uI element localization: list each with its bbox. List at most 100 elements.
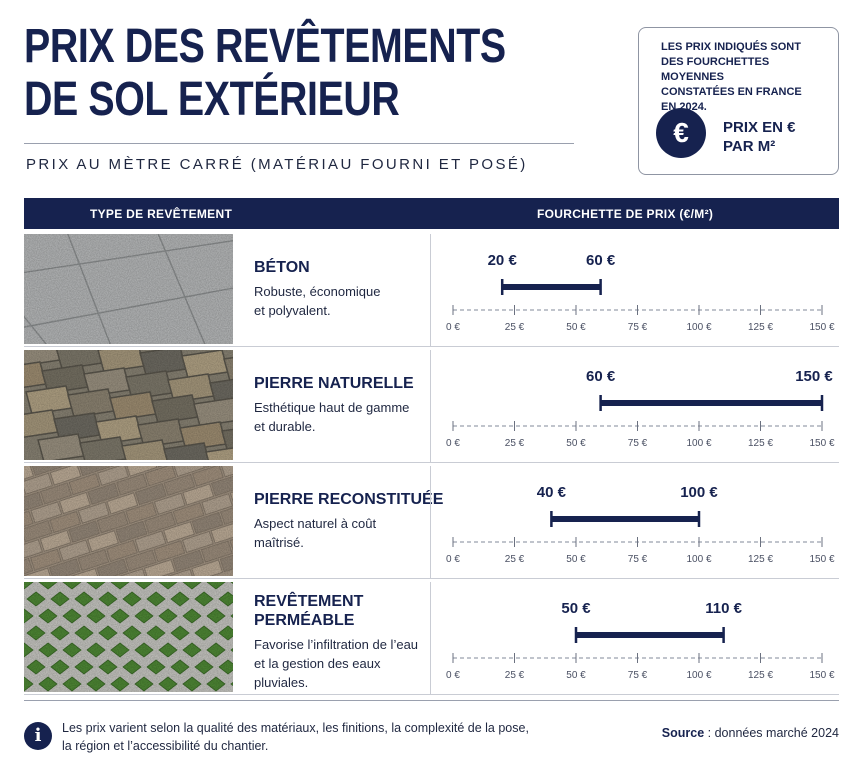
table-header: TYPE DE REVÊTEMENT FOURCHETTE DE PRIX (€… [24, 198, 839, 229]
material-name-line-1: PIERRE RECONSTITUÉE [254, 491, 444, 508]
tick-label: 0 € [446, 322, 460, 333]
description-line-1: Esthétique haut de gamme [254, 400, 410, 415]
tick-label: 0 € [446, 670, 460, 681]
description-line-2: et durable. [254, 419, 316, 434]
material-name-line-1: REVÊTEMENT [254, 593, 364, 610]
title-line-2: DE SOL EXTÉRIEUR [24, 73, 400, 126]
tick-label: 150 € [809, 554, 834, 565]
column-divider [430, 234, 431, 346]
table-row: REVÊTEMENT PERMÉABLE Favorise l’infiltrati… [24, 578, 839, 694]
tick-label: 100 € [686, 438, 711, 449]
tick-label: 25 € [505, 554, 525, 565]
texture-concrete [24, 234, 233, 344]
material-photo-concrete [24, 234, 233, 344]
row-divider [24, 462, 839, 463]
tick-label: 50 € [566, 670, 586, 681]
range-min-label: 40 € [537, 484, 567, 501]
tick-label: 25 € [505, 670, 525, 681]
footer-divider [24, 700, 839, 701]
tick-label: 150 € [809, 438, 834, 449]
material-name-line-2: PERMÉABLE [254, 612, 355, 629]
column-divider [430, 350, 431, 462]
material-description: Favorise l’infiltration de l’eau et la ge… [254, 635, 429, 692]
tick-label: 75 € [628, 322, 648, 333]
info-line-3: CONSTATÉES EN FRANCE [661, 86, 802, 98]
description-line-1: Favorise l’infiltration de l’eau [254, 637, 419, 652]
range-max-label: 100 € [680, 484, 718, 501]
tick-label: 0 € [446, 554, 460, 565]
source-label: Source [661, 726, 705, 740]
table-row: PIERRE NATURELLE Esthétique haut de gamme… [24, 346, 839, 462]
tick-label: 75 € [628, 438, 648, 449]
row-divider [24, 346, 839, 347]
material-name: BÉTON [254, 258, 310, 277]
tick-label: 125 € [748, 438, 773, 449]
description-line-1: Robuste, économique [254, 284, 381, 299]
range-min-label: 20 € [488, 252, 518, 269]
tick-label: 50 € [566, 554, 586, 565]
description-line-2: et polyvalent. [254, 303, 331, 318]
column-divider [430, 582, 431, 694]
price-range-chart: 0 € 25 € 50 € 75 € 100 € 125 € 150 € 50 € 110 € [446, 600, 835, 681]
tick-label: 75 € [628, 670, 648, 681]
description-line-2: maîtrisé. [254, 535, 304, 550]
range-max-label: 150 € [795, 368, 833, 385]
material-photo-permeable-grass [24, 582, 233, 692]
material-name-line-1: PIERRE NATURELLE [254, 375, 414, 392]
tick-label: 25 € [505, 438, 525, 449]
tick-label: 150 € [809, 322, 834, 333]
header-type-column: TYPE DE REVÊTEMENT [90, 207, 233, 221]
range-min-label: 50 € [561, 600, 591, 617]
price-range-chart: 0 € 25 € 50 € 75 € 100 € 125 € 150 € 20 € 60 € [446, 252, 835, 333]
price-unit-label: PRIX EN € PAR M² [723, 118, 796, 156]
tick-label: 125 € [748, 670, 773, 681]
info-line-2: DES FOURCHETTES MOYENNES [661, 56, 770, 83]
title-divider [24, 143, 574, 144]
range-max-label: 60 € [586, 252, 616, 269]
tick-label: 125 € [748, 322, 773, 333]
tick-label: 0 € [446, 438, 460, 449]
page-title: PRIX DES REVÊTEMENTS DE SOL EXTÉRIEUR [24, 20, 516, 126]
tick-label: 100 € [686, 554, 711, 565]
table-row: BÉTON Robuste, économique et polyvalent. [24, 230, 839, 346]
price-range-chart: 0 € 25 € 50 € 75 € 100 € 125 € 150 € 40 € 100 € [446, 484, 835, 565]
tick-label: 50 € [566, 322, 586, 333]
material-photo-natural-stone [24, 350, 233, 460]
column-divider [430, 466, 431, 578]
texture-reconstituted-stone [24, 466, 233, 576]
subtitle: PRIX AU MÈTRE CARRÉ (MATÉRIAU FOURNI ET … [26, 156, 528, 173]
description-line-1: Aspect naturel à coût [254, 516, 377, 531]
source-text: : données marché 2024 [704, 726, 839, 740]
footer-note-line-2: la région et l’accessibilité du chantier… [62, 739, 269, 753]
material-name: PIERRE NATURELLE [254, 374, 414, 393]
tick-label: 75 € [628, 554, 648, 565]
range-max-label: 110 € [705, 600, 742, 617]
material-description: Esthétique haut de gamme et durable. [254, 398, 429, 436]
price-unit-line-2: PAR M² [723, 138, 776, 155]
row-divider [24, 578, 839, 579]
euro-icon: € [656, 108, 706, 158]
material-name: PIERRE RECONSTITUÉE [254, 490, 443, 509]
tick-label: 50 € [566, 438, 586, 449]
source-credit: Source : données marché 2024 [662, 726, 839, 740]
tick-label: 25 € [505, 322, 525, 333]
info-box-text: LES PRIX INDIQUÉS SONT DES FOURCHETTES M… [661, 40, 831, 115]
texture-permeable-grass [24, 582, 233, 692]
texture-natural-stone [24, 350, 233, 460]
info-icon: i [24, 722, 52, 750]
description-line-3: pluviales. [254, 675, 309, 690]
title-line-1: PRIX DES REVÊTEMENTS [24, 20, 506, 73]
material-name: REVÊTEMENT PERMÉABLE [254, 592, 363, 630]
range-min-label: 60 € [586, 368, 616, 385]
material-name-line-1: BÉTON [254, 259, 310, 276]
tick-label: 100 € [686, 670, 711, 681]
tick-label: 100 € [686, 322, 711, 333]
material-description: Robuste, économique et polyvalent. [254, 282, 429, 320]
table-row: PIERRE RECONSTITUÉE Aspect naturel à coût… [24, 462, 839, 578]
tick-label: 125 € [748, 554, 773, 565]
info-box: LES PRIX INDIQUÉS SONT DES FOURCHETTES M… [638, 27, 839, 175]
tick-label: 150 € [809, 670, 834, 681]
price-range-chart: 0 € 25 € 50 € 75 € 100 € 125 € 150 € 60 € 150 € [446, 368, 835, 449]
footer-note: Les prix varient selon la qualité des ma… [62, 719, 562, 755]
material-description: Aspect naturel à coût maîtrisé. [254, 514, 429, 552]
